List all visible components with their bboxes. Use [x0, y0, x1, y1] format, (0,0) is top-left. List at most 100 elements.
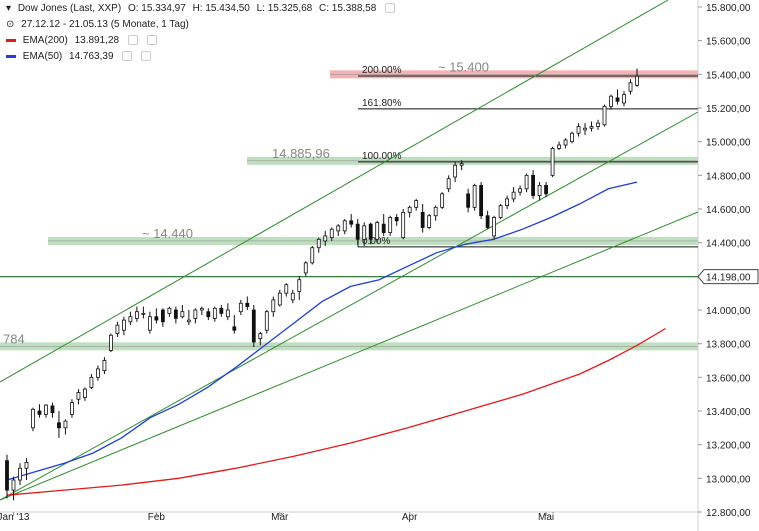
x-tick-label: Mär: [271, 512, 289, 523]
candle-body: [453, 164, 458, 178]
header-row-range: ⊙ 27.12.12 - 21.05.13 (5 Monate, 1 Tag): [6, 19, 193, 30]
ema200-line: [6, 327, 666, 496]
candle-body: [122, 319, 126, 331]
candle-body: [251, 309, 256, 343]
candle-body: [323, 235, 328, 242]
candle-body: [544, 185, 548, 195]
zone-label: 14.885,96: [272, 146, 330, 161]
y-tick-label: 14.000,00: [706, 306, 751, 317]
candle-body: [37, 410, 42, 415]
candle-body: [492, 217, 497, 237]
candle-body: [44, 404, 48, 415]
candle-body: [264, 311, 269, 331]
low-value: L: 15.325,68: [256, 3, 313, 14]
candle-body: [160, 309, 165, 323]
candle-body: [154, 316, 159, 321]
candle-body: [83, 388, 87, 398]
candle-body: [342, 220, 347, 232]
candle-body: [602, 105, 607, 126]
candle-body: [167, 307, 172, 314]
candle-body: [258, 333, 263, 340]
candle-body: [349, 220, 354, 225]
legend-ema50: EMA(50) 14.763,39: [6, 51, 155, 62]
candle-body: [388, 217, 393, 233]
candle-body: [511, 191, 516, 200]
candle-body: [336, 225, 341, 232]
ema50-line: [6, 181, 638, 481]
candle-body: [70, 402, 74, 415]
candle-body: [407, 206, 412, 213]
candle-body: [563, 139, 568, 146]
candle-body: [303, 262, 308, 274]
ema50-value: 14.763,39: [69, 51, 114, 62]
candle-body: [355, 223, 360, 240]
candle-body: [24, 461, 29, 469]
candle-body: [394, 217, 399, 222]
candle-body: [446, 178, 451, 190]
candle-body: [206, 311, 211, 318]
candle-body: [5, 460, 9, 491]
price-tag-label: 14.198,00: [706, 273, 751, 284]
fib-level-label: 100.00%: [362, 151, 402, 162]
candle-body: [76, 392, 81, 400]
collapse-icon[interactable]: ▾: [6, 3, 12, 14]
candle-body: [537, 185, 542, 196]
y-tick-label: 13.800,00: [706, 340, 751, 351]
trend-line: [0, 111, 699, 501]
settings-icon[interactable]: [385, 3, 396, 14]
candle-body: [109, 334, 113, 351]
candle-body: [18, 467, 22, 481]
y-tick-label: 14.800,00: [706, 171, 751, 182]
y-tick-label: 13.000,00: [706, 474, 751, 485]
candle-body: [583, 127, 587, 131]
candle-body: [570, 132, 574, 143]
candle-body: [225, 309, 230, 318]
candle-body: [271, 299, 276, 313]
candle-body: [284, 284, 289, 294]
y-tick-label: 15.400,00: [706, 70, 751, 81]
candle-body: [401, 211, 406, 239]
candle-body: [427, 215, 432, 228]
candle-body: [498, 205, 503, 218]
header-row-quote: ▾ Dow Jones (Last, XXP) O: 15.334,97 H: …: [6, 3, 399, 14]
candle-body: [524, 174, 529, 190]
candle-body: [186, 319, 191, 323]
candle-body: [472, 185, 477, 208]
candle-body: [368, 223, 373, 240]
zone-label: ~ 14.440: [142, 226, 193, 241]
candle-body: [297, 279, 302, 292]
candle-body: [238, 302, 243, 313]
candle-body: [134, 311, 139, 319]
ema200-close-icon[interactable]: [146, 35, 157, 46]
candle-body: [375, 222, 380, 240]
trend-line: [0, 211, 699, 501]
candle-body: [518, 188, 522, 193]
candle-body: [310, 247, 315, 264]
candle-body: [485, 215, 490, 228]
candle-body: [329, 228, 334, 239]
ema50-close-icon[interactable]: [141, 51, 152, 62]
fib-level-label: 161.80%: [362, 98, 402, 109]
candle-body: [589, 126, 594, 129]
x-tick-label: Mai: [538, 512, 554, 523]
y-tick-label: 12.800,00: [706, 508, 751, 519]
candle-body: [531, 174, 535, 196]
ema200-settings-icon[interactable]: [127, 35, 138, 46]
candle-body: [212, 307, 217, 319]
candle-body: [576, 126, 581, 134]
candle-body: [381, 223, 386, 233]
candle-body: [11, 479, 16, 491]
calendar-icon: ⊙: [6, 19, 15, 30]
candle-body: [362, 225, 367, 240]
zone-label: ~ 15.400: [438, 59, 489, 74]
candle-body: [459, 163, 464, 166]
candle-body: [31, 408, 35, 429]
candle-body: [414, 200, 419, 208]
candle-body: [466, 193, 471, 208]
candle-body: [199, 307, 204, 311]
x-tick-label: Jan '13: [0, 512, 30, 523]
ema200-value: 13.891,28: [74, 35, 120, 46]
ema50-settings-icon[interactable]: [122, 51, 133, 62]
ema50-label: EMA(50): [22, 51, 63, 62]
